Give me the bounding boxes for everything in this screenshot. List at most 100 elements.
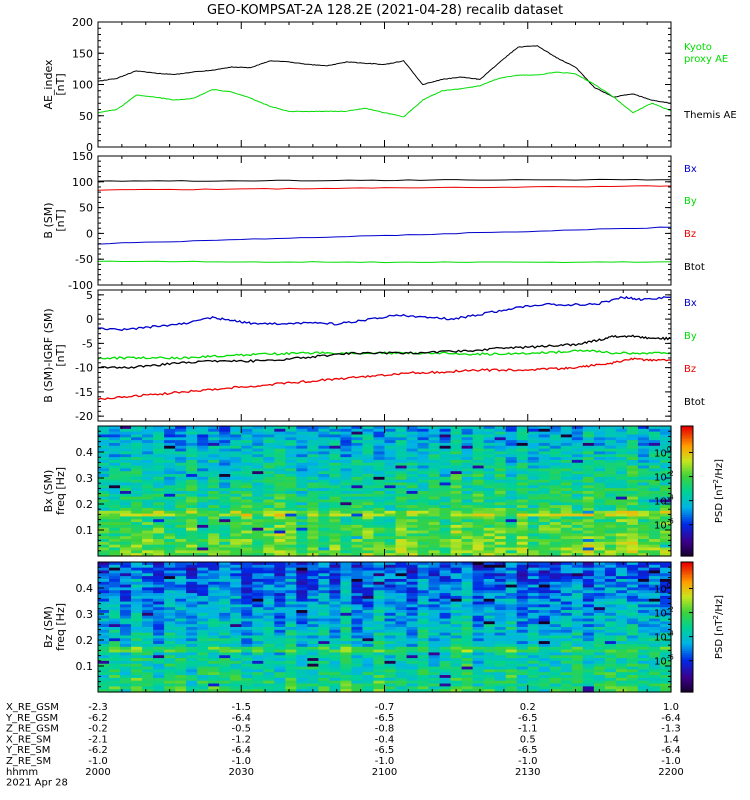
heatmap-cell xyxy=(329,590,342,594)
heatmap-cell xyxy=(274,649,286,654)
heatmap-cell xyxy=(428,607,441,611)
heatmap-cell xyxy=(241,541,253,546)
heatmap-cell xyxy=(549,465,562,469)
heatmap-cell xyxy=(208,457,220,461)
heatmap-cell xyxy=(538,482,551,486)
heatmap-cell xyxy=(186,621,198,625)
heatmap-cell xyxy=(120,451,132,455)
heatmap-cell xyxy=(241,612,253,617)
colorbar-tick-base: 10 xyxy=(654,497,667,508)
heatmap-cell xyxy=(450,601,463,605)
heatmap-cell xyxy=(395,610,408,614)
heatmap-cell xyxy=(417,442,430,447)
heatmap-cell xyxy=(384,677,397,682)
heatmap-cell xyxy=(373,666,386,670)
heatmap-cell xyxy=(615,465,628,469)
heatmap-cell xyxy=(472,646,485,651)
heatmap-cell xyxy=(186,567,198,572)
heatmap-cell xyxy=(186,604,198,608)
heatmap-cell xyxy=(406,479,419,484)
heatmap-cell xyxy=(142,541,154,546)
heatmap-cell xyxy=(395,683,408,687)
heatmap-cell xyxy=(571,524,584,529)
heatmap-cell xyxy=(417,468,430,472)
heatmap-cell xyxy=(439,646,452,651)
heatmap-cell xyxy=(351,516,364,520)
heatmap-cell xyxy=(252,638,264,642)
heatmap-cell xyxy=(483,510,496,515)
heatmap-cell xyxy=(560,488,573,492)
heatmap-cell xyxy=(560,689,573,693)
heatmap-cell xyxy=(472,680,485,685)
heatmap-cell xyxy=(428,539,441,543)
heatmap-cell xyxy=(450,604,463,608)
heatmap-cell xyxy=(175,507,187,512)
heatmap-cell xyxy=(164,677,176,682)
heatmap-cell xyxy=(186,672,198,676)
heatmap-cell xyxy=(428,524,441,529)
heatmap-cell xyxy=(142,479,154,484)
heatmap-cell xyxy=(186,536,198,540)
heatmap-cell xyxy=(516,440,529,444)
heatmap-cell xyxy=(406,624,419,628)
heatmap-cell xyxy=(164,550,176,554)
heatmap-cell xyxy=(637,445,650,450)
heatmap-cell xyxy=(131,522,143,526)
heatmap-cell xyxy=(153,686,165,690)
heatmap-cell xyxy=(329,584,342,589)
heatmap-cell xyxy=(516,677,529,682)
heatmap-cell xyxy=(417,474,430,478)
heatmap-cell xyxy=(362,663,375,668)
heatmap-cell xyxy=(142,440,154,444)
heatmap-cell xyxy=(626,516,639,520)
heatmap-cell xyxy=(417,601,430,605)
y-tick-label: -15 xyxy=(75,386,93,399)
heatmap-cell xyxy=(428,655,441,659)
heatmap-cell xyxy=(395,434,408,438)
heatmap-cell xyxy=(494,457,507,461)
heatmap-cell xyxy=(340,505,353,509)
heatmap-cell xyxy=(274,533,286,537)
heatmap-cell xyxy=(417,426,430,430)
heatmap-cell xyxy=(538,428,551,433)
heatmap-cell xyxy=(538,573,551,577)
heatmap-cell xyxy=(230,689,242,693)
heatmap-cell xyxy=(263,491,275,495)
heatmap-cell xyxy=(131,547,143,551)
heatmap-cell xyxy=(329,465,342,469)
heatmap-cell xyxy=(571,652,584,656)
heatmap-cell xyxy=(626,428,639,433)
heatmap-cell xyxy=(494,677,507,682)
heatmap-cell xyxy=(318,519,330,523)
heatmap-cell xyxy=(142,544,154,549)
heatmap-cell xyxy=(450,615,463,620)
heatmap-cell xyxy=(241,539,253,543)
heatmap-cell xyxy=(604,539,617,543)
heatmap-cell xyxy=(417,632,430,637)
heatmap-cell xyxy=(296,601,308,605)
heatmap-cell xyxy=(131,689,143,693)
heatmap-cell xyxy=(560,454,573,458)
heatmap-cell xyxy=(483,573,496,577)
heatmap-cell xyxy=(340,471,353,475)
heatmap-cell xyxy=(604,502,617,506)
heatmap-cell xyxy=(571,442,584,447)
heatmap-cell xyxy=(142,474,154,478)
heatmap-cell xyxy=(505,607,518,611)
heatmap-cell xyxy=(186,663,198,668)
colorbar-step xyxy=(681,486,693,490)
heatmap-cell xyxy=(417,590,430,594)
heatmap-cell xyxy=(131,646,143,651)
heatmap-cell xyxy=(329,683,342,687)
heatmap-cell xyxy=(373,587,386,591)
heatmap-cell xyxy=(384,627,397,631)
heatmap-cell xyxy=(318,593,330,597)
heatmap-cell xyxy=(164,604,176,608)
heatmap-cell xyxy=(296,465,308,469)
heatmap-cell xyxy=(417,635,430,639)
heatmap-cell xyxy=(615,536,628,540)
heatmap-cell xyxy=(395,479,408,484)
heatmap-cell xyxy=(285,434,297,438)
heatmap-cell xyxy=(362,686,375,690)
heatmap-cell xyxy=(648,496,661,501)
